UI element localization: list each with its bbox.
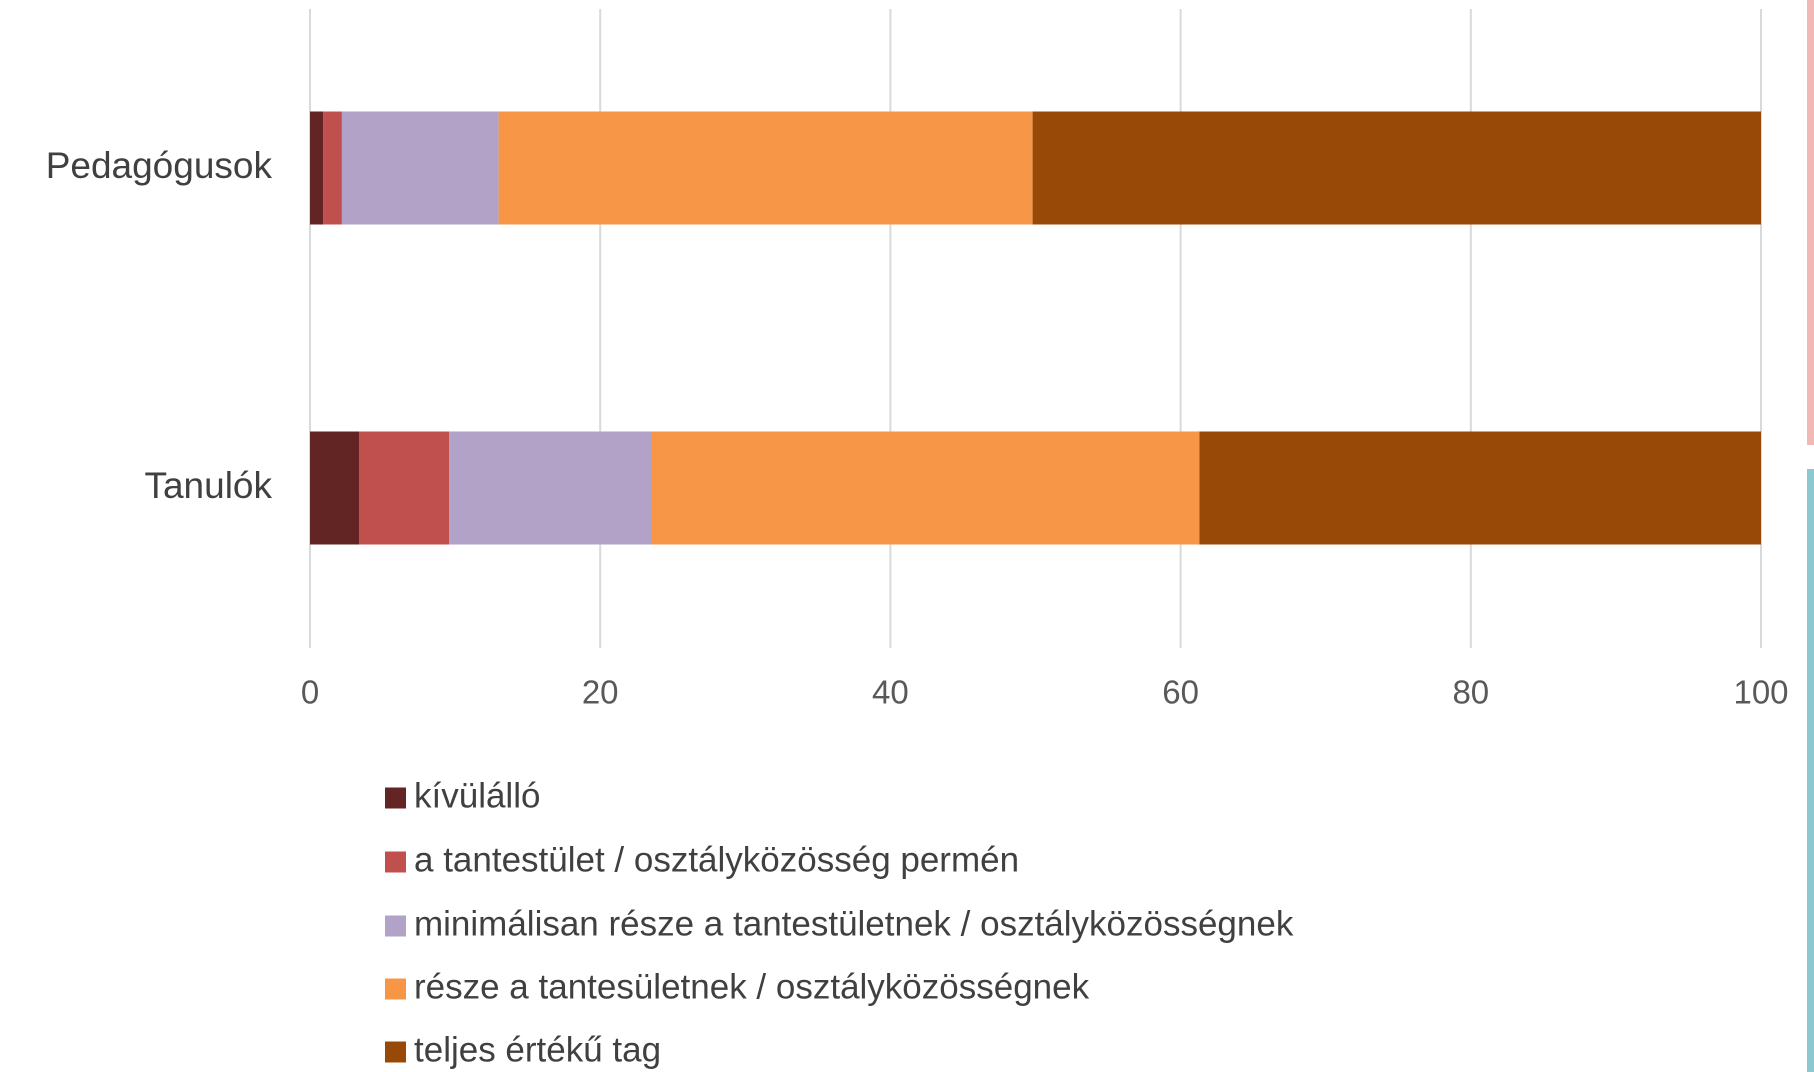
legend-swatch: [385, 787, 406, 809]
legend-label: a tantestület / osztályközösség permén: [414, 840, 1019, 879]
bar-segment: [449, 431, 651, 545]
legend-label: teljes értékű tag: [414, 1030, 661, 1069]
bar-segment: [1032, 111, 1761, 225]
category-label: Pedagógusok: [46, 145, 273, 186]
bar-segment: [341, 111, 499, 225]
bar-segment: [310, 111, 324, 225]
category-label: Tanulók: [144, 465, 272, 506]
bar-segment: [1199, 431, 1761, 545]
edge-strip: [1807, 469, 1814, 1072]
bar-segment: [359, 431, 450, 545]
legend-label: minimálisan része a tantestületnek / osz…: [414, 904, 1294, 943]
legend-swatch: [385, 978, 406, 1000]
edge-strip: [1807, 0, 1814, 445]
bar-segment: [650, 431, 1200, 545]
bar-segment: [310, 431, 360, 545]
legend-label: kívülálló: [414, 776, 540, 815]
x-tick-label: 20: [582, 674, 619, 711]
legend-swatch: [385, 915, 406, 937]
legend-label: része a tantesületnek / osztályközösségn…: [414, 967, 1090, 1006]
legend-swatch: [385, 1041, 406, 1063]
x-tick-label: 0: [301, 674, 319, 711]
x-tick-label: 40: [872, 674, 909, 711]
bar-segment: [498, 111, 1033, 225]
legend-swatch: [385, 851, 406, 873]
x-tick-label: 100: [1733, 674, 1788, 711]
bar-segment: [323, 111, 342, 225]
x-tick-label: 80: [1452, 674, 1489, 711]
x-tick-label: 60: [1162, 674, 1199, 711]
